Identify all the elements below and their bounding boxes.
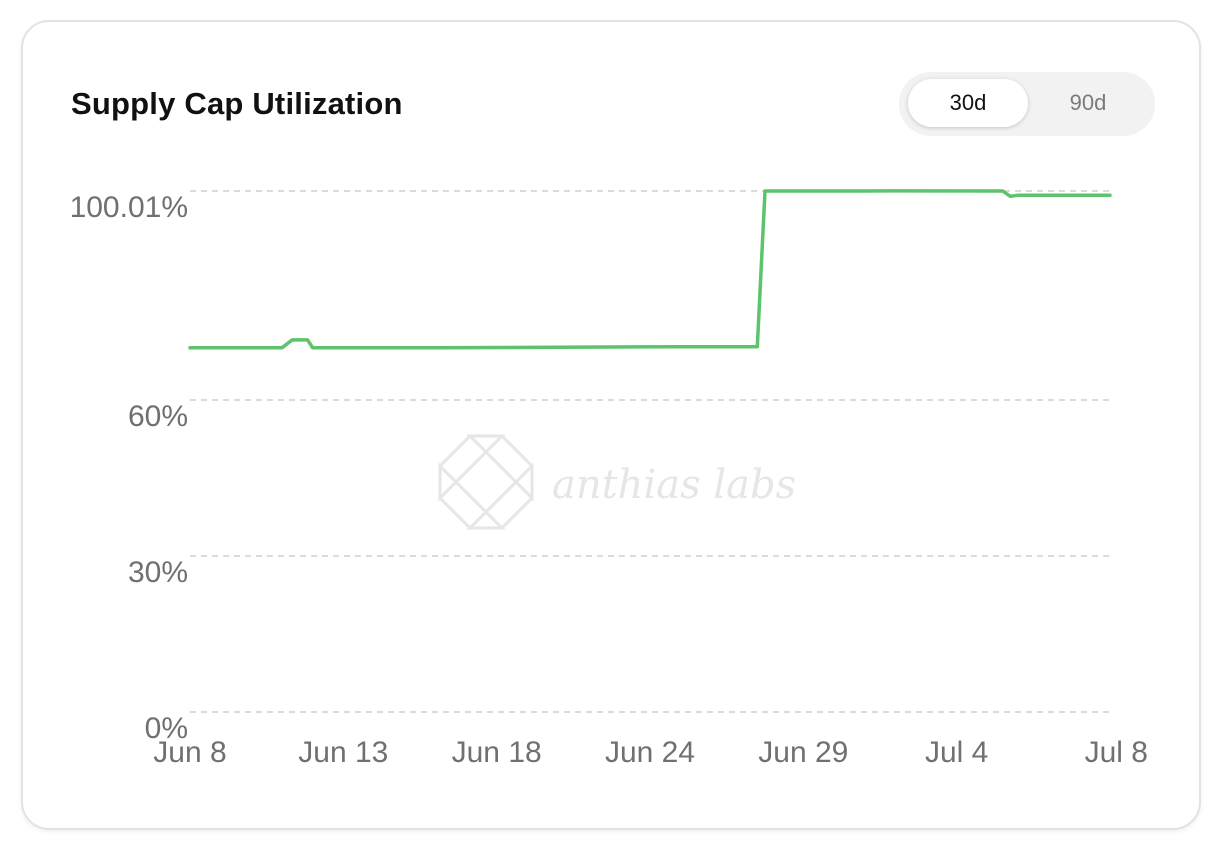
watermark: anthias labs <box>438 434 796 530</box>
x-axis-ticks: Jun 8 Jun 13 Jun 18 Jun 24 Jun 29 Jul 4 Jul 8 <box>153 736 1148 769</box>
series-line <box>188 189 1112 350</box>
range-90d-button[interactable]: 90d <box>1069 90 1107 115</box>
y-tick-label: 100.01% <box>70 191 188 224</box>
range-30d-button[interactable]: 30d <box>908 79 1028 127</box>
x-tick-label: Jun 18 <box>452 736 542 769</box>
grid-lines <box>190 190 1110 713</box>
range-toggle: 30d 90d <box>899 72 1155 136</box>
chart-title: Supply Cap Utilization <box>71 86 403 121</box>
x-tick-label: Jun 29 <box>758 736 848 769</box>
x-tick-label: Jul 8 <box>1085 736 1148 769</box>
x-tick-label: Jul 4 <box>925 736 988 769</box>
y-axis-ticks: 0% 30% 60% 100.01% <box>70 191 188 745</box>
x-tick-label: Jun 8 <box>153 736 226 769</box>
x-tick-label: Jun 24 <box>605 736 695 769</box>
series-lines <box>188 189 1112 350</box>
y-tick-label: 0% <box>145 712 188 745</box>
y-tick-label: 60% <box>128 400 188 433</box>
chart-card: Supply Cap Utilization 30d 90d <box>21 20 1201 830</box>
x-tick-label: Jun 13 <box>298 736 388 769</box>
watermark-text: anthias labs <box>552 462 796 508</box>
y-tick-label: 30% <box>128 556 188 589</box>
watermark-logo-icon <box>438 434 534 530</box>
